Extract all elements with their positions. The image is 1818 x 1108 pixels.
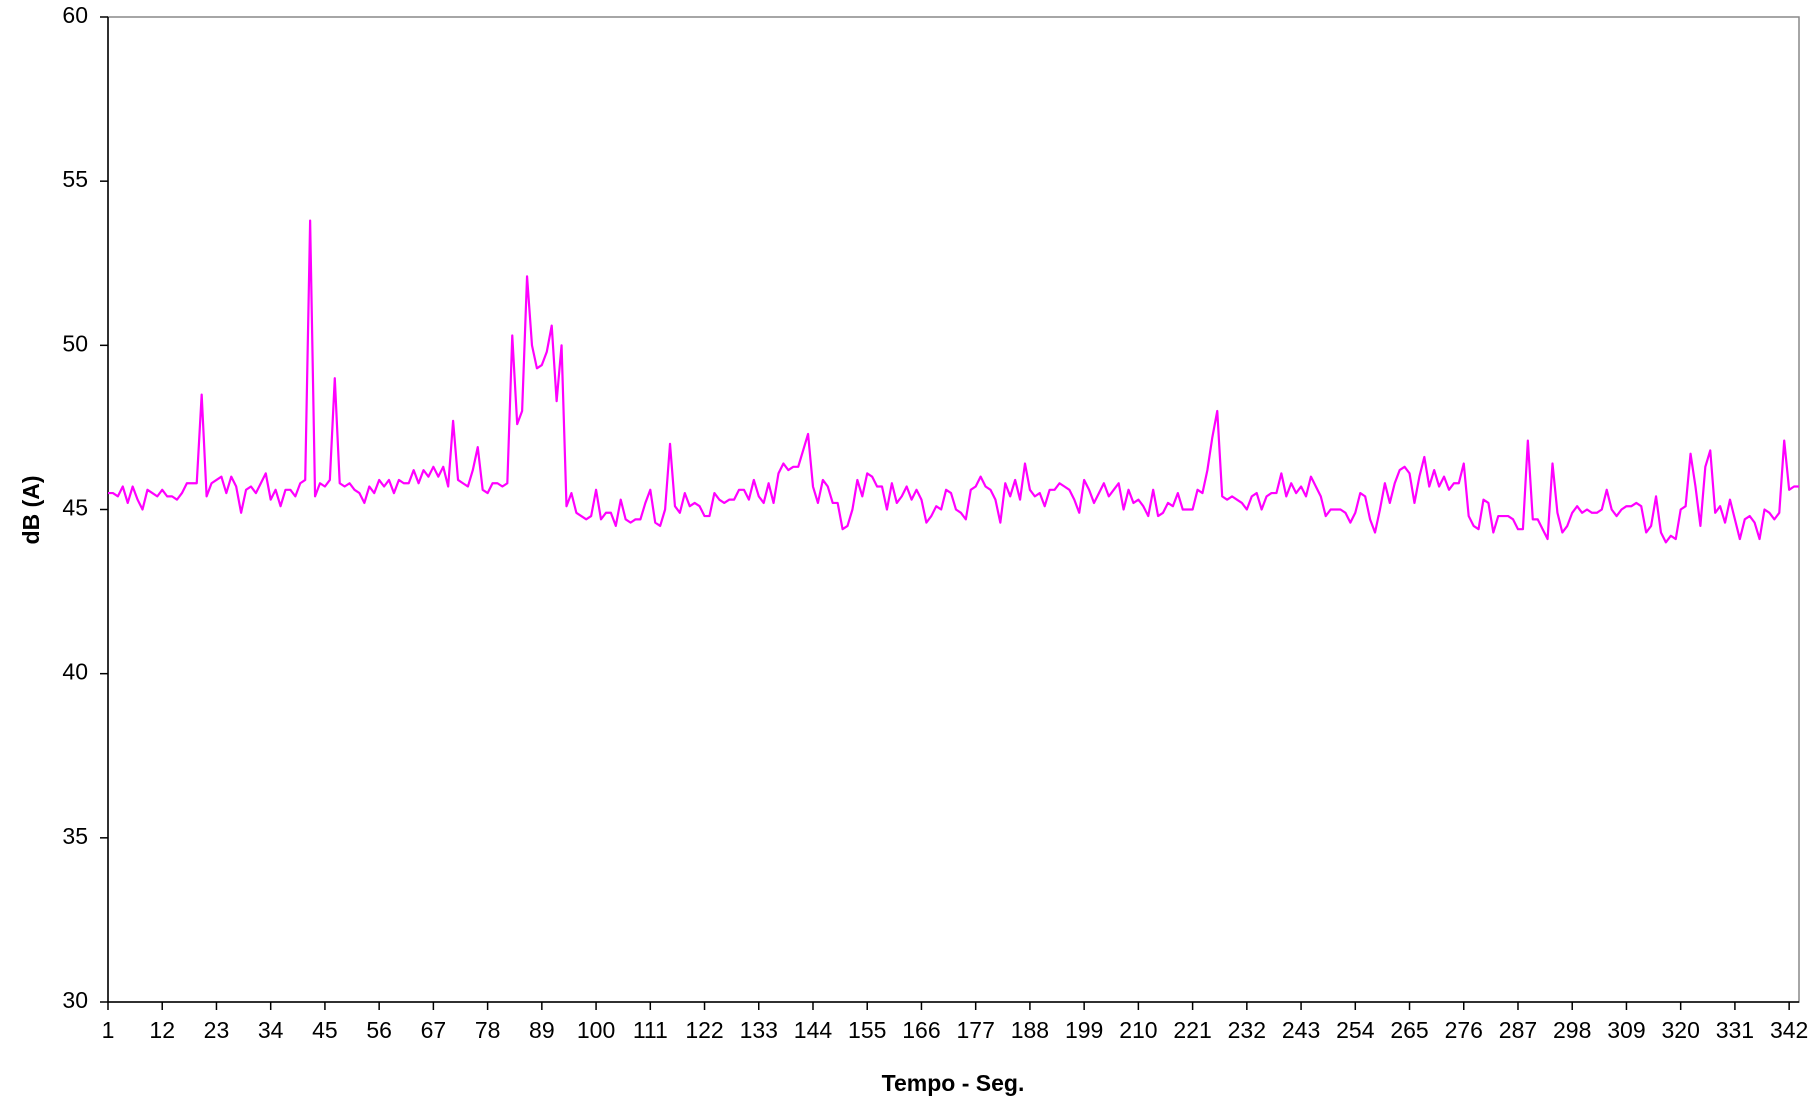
x-tick-label: 34: [258, 1017, 284, 1043]
x-tick-label: 100: [577, 1017, 615, 1043]
x-tick-label: 199: [1065, 1017, 1103, 1043]
x-tick-label: 23: [204, 1017, 230, 1043]
x-tick-label: 298: [1553, 1017, 1591, 1043]
y-tick-label: 60: [62, 2, 88, 28]
x-tick-label: 133: [740, 1017, 778, 1043]
x-tick-label: 56: [366, 1017, 392, 1043]
x-tick-label: 144: [794, 1017, 833, 1043]
x-tick-label: 155: [848, 1017, 886, 1043]
x-tick-label: 243: [1282, 1017, 1320, 1043]
x-tick-label: 254: [1336, 1017, 1375, 1043]
line-series: [108, 219, 1799, 544]
x-tick-label: 287: [1499, 1017, 1537, 1043]
plot-frame: [107, 16, 1800, 1003]
x-tick-label: 221: [1173, 1017, 1211, 1043]
x-tick-label: 122: [685, 1017, 723, 1043]
x-tick-label: 45: [312, 1017, 338, 1043]
x-axis-title: Tempo - Seg.: [882, 1070, 1025, 1096]
x-tick-label: 232: [1228, 1017, 1266, 1043]
y-tick-label: 50: [62, 330, 88, 356]
y-tick-label: 40: [62, 659, 88, 685]
x-tick-label: 177: [956, 1017, 994, 1043]
x-tick-label: 210: [1119, 1017, 1157, 1043]
x-tick-label: 342: [1770, 1017, 1808, 1043]
x-tick-label: 276: [1445, 1017, 1483, 1043]
x-tick-label: 78: [475, 1017, 501, 1043]
x-tick-label: 320: [1661, 1017, 1699, 1043]
x-tick-label: 67: [421, 1017, 447, 1043]
y-axis-title: dB (A): [18, 476, 44, 545]
y-tick-label: 55: [62, 166, 88, 192]
x-tick-label: 89: [529, 1017, 555, 1043]
x-tick-label: 331: [1716, 1017, 1754, 1043]
x-tick-label: 1: [102, 1017, 115, 1043]
x-tick-label: 309: [1607, 1017, 1645, 1043]
x-tick-label: 265: [1390, 1017, 1428, 1043]
x-tick-label: 166: [902, 1017, 940, 1043]
x-tick-label: 188: [1011, 1017, 1049, 1043]
y-tick-label: 35: [62, 823, 88, 849]
x-tick-label: 12: [149, 1017, 175, 1043]
x-tick-label: 111: [633, 1017, 668, 1043]
y-tick-label: 30: [62, 987, 88, 1013]
y-tick-label: 45: [62, 495, 88, 521]
